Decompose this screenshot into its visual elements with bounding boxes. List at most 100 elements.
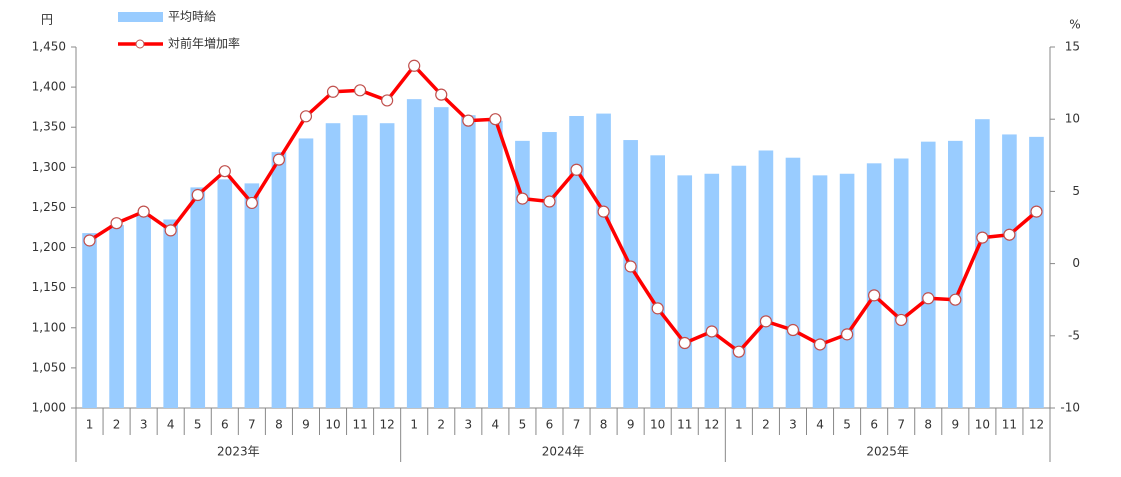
point <box>299 110 313 123</box>
x-tick-label: 5 <box>519 418 527 432</box>
point <box>137 205 150 218</box>
point <box>678 336 691 350</box>
x-tick-label: 7 <box>248 418 256 432</box>
bar <box>298 138 314 408</box>
point <box>218 165 231 178</box>
point <box>543 195 556 208</box>
x-tick-label: 1 <box>735 418 743 432</box>
bar <box>650 155 665 408</box>
bar <box>542 132 557 408</box>
point <box>110 217 123 230</box>
y2-tick-label: 15 <box>1065 40 1080 54</box>
point <box>624 260 637 273</box>
bar <box>893 158 909 408</box>
legend-swatch <box>118 12 163 22</box>
point <box>164 224 177 237</box>
x-tick-label: 2 <box>762 418 770 432</box>
bar <box>948 140 963 409</box>
x-tick-label: 9 <box>951 418 959 432</box>
x-tick-label: 8 <box>600 418 608 432</box>
y-tick-label: 1,050 <box>32 360 66 374</box>
x-tick-label: 7 <box>573 418 581 432</box>
point <box>570 163 583 176</box>
x-tick-label: 3 <box>789 418 797 432</box>
point <box>462 114 475 127</box>
x-tick-label: 10 <box>975 418 990 432</box>
x-tick-label: 12 <box>1029 418 1044 432</box>
bar <box>785 157 801 408</box>
legend-label: 平均時給 <box>168 10 216 24</box>
point <box>922 292 935 305</box>
x-tick-label: 12 <box>379 418 394 432</box>
bar <box>406 99 422 409</box>
bar <box>82 233 97 408</box>
bar <box>920 141 936 408</box>
bar <box>758 150 774 408</box>
y-tick-label: 1,300 <box>32 160 66 174</box>
bar <box>433 107 449 409</box>
bar <box>731 165 747 408</box>
point <box>326 85 340 98</box>
point <box>353 84 367 97</box>
y-tick-label: 1,200 <box>32 240 66 254</box>
point <box>381 94 394 107</box>
bar <box>866 163 882 408</box>
legend-swatch <box>135 39 145 49</box>
x-tick-label: 12 <box>704 418 719 432</box>
y2-tick-label: 5 <box>1072 184 1080 198</box>
y2-tick-label: -10 <box>1060 401 1080 415</box>
x-tick-label: 4 <box>167 418 175 432</box>
group-label: 2024年 <box>542 445 585 459</box>
point <box>597 205 610 218</box>
x-tick-label: 8 <box>924 418 932 432</box>
bar <box>839 173 855 408</box>
x-tick-label: 11 <box>1002 418 1017 432</box>
y2-tick-label: 10 <box>1065 112 1080 126</box>
bar <box>325 123 341 408</box>
bar <box>217 179 233 408</box>
x-tick-label: 2 <box>437 418 445 432</box>
point <box>732 345 745 358</box>
y-tick-label: 1,250 <box>32 200 66 214</box>
point <box>408 59 421 72</box>
y2-tick-label: 0 <box>1072 256 1080 270</box>
bar <box>379 123 395 408</box>
x-tick-label: 5 <box>194 418 202 432</box>
point <box>245 196 258 210</box>
group-label: 2025年 <box>866 445 909 459</box>
x-tick-label: 4 <box>816 418 824 432</box>
x-tick-label: 5 <box>843 418 851 432</box>
point <box>895 313 908 327</box>
point <box>489 113 502 126</box>
point <box>1003 228 1016 241</box>
point <box>651 302 664 315</box>
point <box>1030 205 1043 218</box>
group-label: 2023年 <box>217 445 260 459</box>
x-tick-label: 3 <box>464 418 472 432</box>
y-tick-label: 1,100 <box>32 320 66 334</box>
bar <box>190 187 206 408</box>
point <box>705 325 718 338</box>
bar <box>812 175 828 408</box>
x-tick-label: 10 <box>650 418 665 432</box>
bar <box>109 225 124 408</box>
bar <box>488 120 503 408</box>
x-tick-label: 10 <box>325 418 340 432</box>
point <box>759 315 773 328</box>
x-tick-label: 8 <box>275 418 283 432</box>
y-unit: 円 <box>41 13 53 27</box>
point <box>949 293 962 306</box>
x-tick-label: 11 <box>677 418 692 432</box>
legend-label: 対前年増加率 <box>168 36 240 51</box>
x-tick-label: 4 <box>492 418 500 432</box>
point <box>191 188 204 202</box>
point <box>868 289 881 302</box>
bar <box>352 115 368 408</box>
y-tick-label: 1,400 <box>32 80 66 94</box>
bar <box>596 113 611 408</box>
y-tick-label: 1,000 <box>32 401 66 415</box>
bar <box>704 173 720 408</box>
x-tick-label: 7 <box>897 418 905 432</box>
bar <box>975 119 990 408</box>
